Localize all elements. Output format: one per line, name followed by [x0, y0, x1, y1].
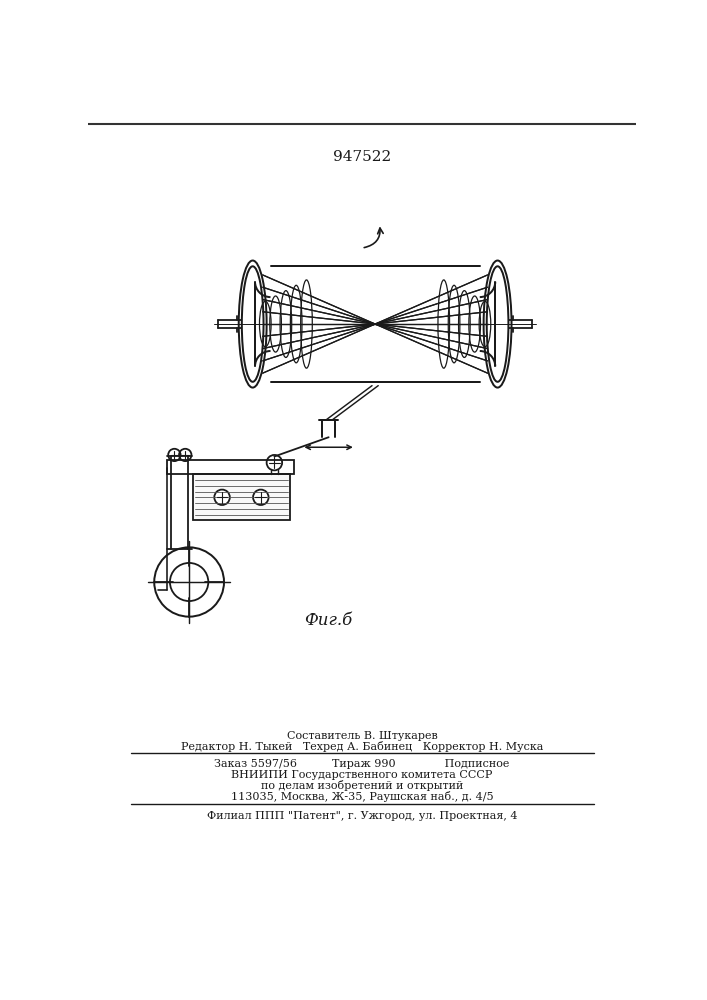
- Circle shape: [214, 490, 230, 505]
- Text: Фиг.б: Фиг.б: [305, 612, 353, 629]
- Text: ВНИИПИ Государственного комитета СССР: ВНИИПИ Государственного комитета СССР: [231, 770, 493, 780]
- Text: Составитель В. Штукарев: Составитель В. Штукарев: [286, 731, 438, 741]
- Text: по делам изобретений и открытий: по делам изобретений и открытий: [261, 780, 463, 791]
- Text: 947522: 947522: [333, 150, 391, 164]
- Bar: [168, 460, 293, 474]
- Text: Редактор Н. Тыкей   Техред А. Бабинец   Корректор Н. Муска: Редактор Н. Тыкей Техред А. Бабинец Корр…: [181, 741, 543, 752]
- Circle shape: [253, 490, 269, 505]
- Text: 113035, Москва, Ж-35, Раушская наб., д. 4/5: 113035, Москва, Ж-35, Раушская наб., д. …: [230, 791, 493, 802]
- Bar: [193, 474, 290, 520]
- Text: Филиал ППП "Патент", г. Ужгород, ул. Проектная, 4: Филиал ППП "Патент", г. Ужгород, ул. Про…: [206, 811, 518, 821]
- Text: Заказ 5597/56          Тираж 990              Подписное: Заказ 5597/56 Тираж 990 Подписное: [214, 759, 510, 769]
